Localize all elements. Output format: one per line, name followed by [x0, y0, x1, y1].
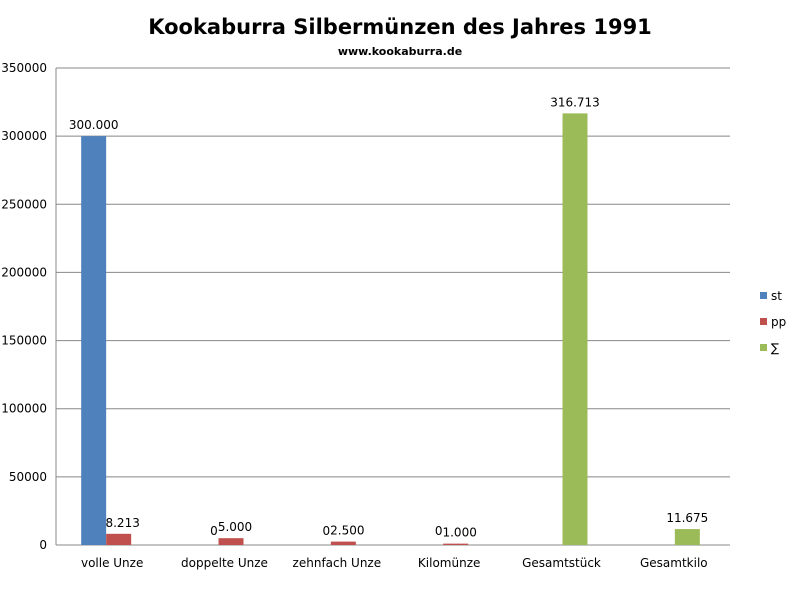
y-tick-label: 150000 — [1, 334, 47, 348]
y-tick-label: 300000 — [1, 129, 47, 143]
bar — [443, 543, 469, 545]
y-tick-label: 100000 — [1, 402, 47, 416]
y-tick-label: 250000 — [1, 197, 47, 211]
legend-swatch — [760, 318, 767, 325]
y-tick-label: 350000 — [1, 61, 47, 75]
y-tick-label: 0 — [39, 538, 47, 552]
x-category-label: zehnfach Unze — [293, 556, 382, 570]
data-label: 8.213 — [105, 516, 139, 530]
legend: st pp ∑ — [760, 289, 786, 355]
x-category-label: doppelte Unze — [181, 556, 268, 570]
bar — [218, 538, 244, 545]
data-label: 0 — [323, 524, 331, 538]
data-label: 300.000 — [69, 118, 119, 132]
bar — [106, 533, 132, 545]
y-tick-label: 50000 — [9, 470, 47, 484]
data-label: 0 — [210, 524, 218, 538]
legend-swatch — [760, 344, 767, 351]
y-tick-label: 200000 — [1, 265, 47, 279]
x-category-label: Gesamtstück — [522, 556, 601, 570]
data-label: 11.675 — [666, 511, 708, 525]
data-labels: 300.000 0 0 0 8.213 5.000 2.500 1.000 316.713 11.… — [69, 95, 708, 539]
legend-swatch — [760, 292, 767, 299]
bar — [81, 136, 107, 545]
data-label: 1.000 — [442, 526, 476, 540]
bars — [81, 113, 700, 546]
x-category-label: Gesamtkilo — [640, 556, 708, 570]
legend-label: st — [771, 289, 782, 303]
gridlines — [55, 67, 730, 546]
legend-label: pp — [771, 315, 786, 329]
bar — [330, 541, 356, 545]
chart-subtitle: www.kookaburra.de — [338, 45, 462, 58]
x-category-label: volle Unze — [81, 556, 143, 570]
chart-title: Kookaburra Silbermünzen des Jahres 1991 — [148, 15, 652, 39]
data-label: 0 — [435, 524, 443, 538]
y-axis-ticks: 0 50000 100000 150000 200000 250000 300000 3500… — [1, 61, 47, 552]
legend-label: ∑ — [771, 341, 779, 355]
x-axis-categories: volle Unze doppelte Unze zehnfach Unze Kilo… — [81, 556, 708, 570]
bar — [674, 529, 700, 545]
x-category-label: Kilomünze — [418, 556, 480, 570]
bar — [562, 113, 588, 546]
data-label: 2.500 — [330, 524, 364, 538]
data-label: 5.000 — [218, 520, 252, 534]
data-label: 316.713 — [550, 95, 600, 109]
